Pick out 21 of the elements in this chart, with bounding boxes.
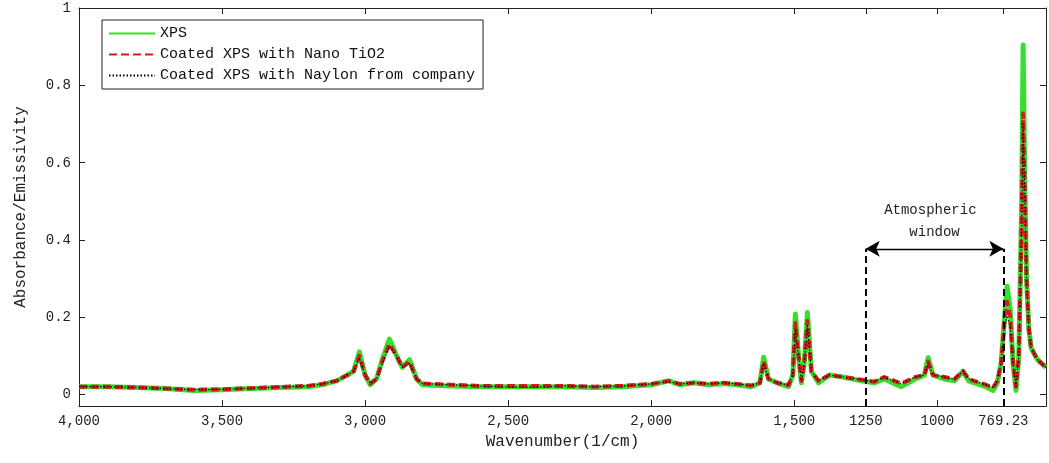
y-tick-label: 0 <box>62 386 71 403</box>
x-axis-title: Wavenumber(1/cm) <box>485 433 640 451</box>
legend-label: Coated XPS with Naylon from company <box>160 67 476 84</box>
annotation: Atmospheric window <box>884 201 985 240</box>
y-axis-title: Absorbance/Emissivity <box>12 105 30 308</box>
y-tick-label: 0.4 <box>45 231 71 248</box>
y-tick-label: 0.8 <box>45 77 71 94</box>
x-tick-label: 4,000 <box>57 413 101 429</box>
x-tick-label: 3,000 <box>344 413 387 429</box>
legend-label: XPS <box>160 25 188 42</box>
x-tick-label: 1,500 <box>773 413 816 429</box>
y-tick-label: 1 <box>62 0 71 16</box>
x-tick-label: 2,000 <box>630 413 673 429</box>
y-tick-label: 0.6 <box>45 154 71 171</box>
legend-label: Coated XPS with Nano TiO2 <box>160 46 386 63</box>
x-tick-label: 1250 <box>848 413 883 429</box>
y-tick-label: 0.2 <box>45 309 71 326</box>
x-tick-label: 1000 <box>920 413 955 429</box>
x-tick-label: 3,500 <box>201 413 244 429</box>
x-tick-label: 2,500 <box>487 413 530 429</box>
x-tick-label: 769.23 <box>978 413 1029 429</box>
